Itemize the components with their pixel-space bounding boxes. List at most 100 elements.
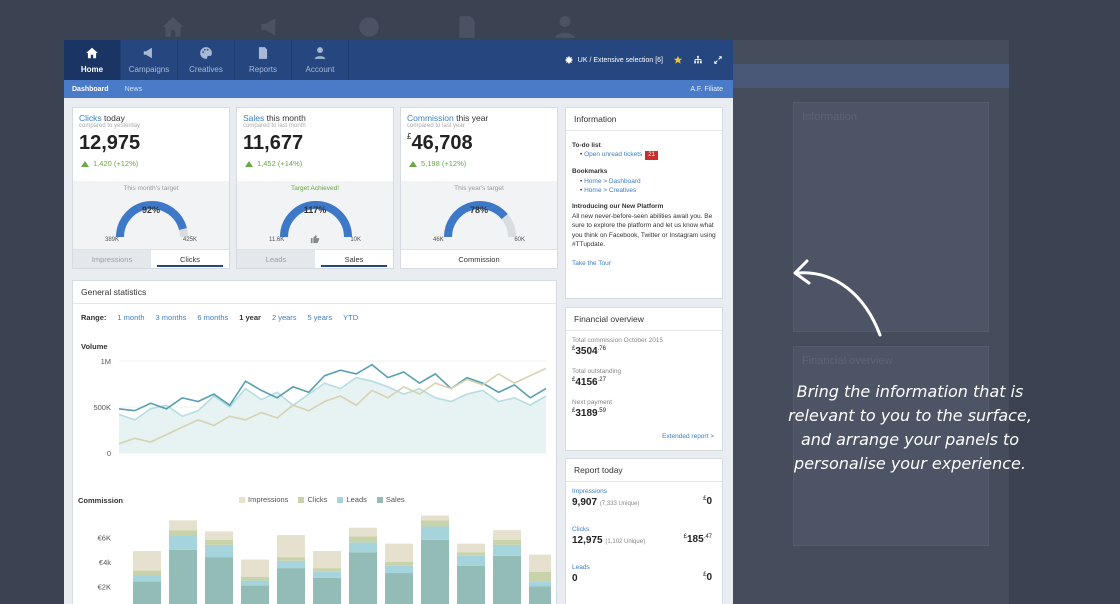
todo-heading: To-do list [572,142,601,149]
legend-sales[interactable]: Sales [376,495,405,504]
kpi-tab-commission[interactable]: Commission [401,249,557,268]
report-row: Leads 0 £0 [566,558,722,596]
range-ytd[interactable]: YTD [343,313,359,322]
bar-segment [529,581,551,587]
bar-segment [457,555,485,566]
kpi-tab-sales[interactable]: Sales [315,249,393,268]
report-label[interactable]: Impressions [572,488,608,495]
nav-campaigns[interactable]: Campaigns [121,40,178,80]
palette-icon [200,47,212,59]
kpi-gauge-area: This year's target 78% 46K 60K [401,181,557,251]
legend-impressions[interactable]: Impressions [239,495,288,504]
bookmark-link[interactable]: Home > Creatives [580,186,716,195]
nav-tools: UK / Extensive selection [6] [564,40,723,80]
kpi-tabs: Commission [401,249,557,268]
report-label[interactable]: Leads [572,564,590,571]
series-line [118,376,547,421]
extended-report-link[interactable]: Extended report > [662,433,714,440]
bar-segment [277,535,305,558]
take-tour-link[interactable]: Take the Tour [572,260,611,268]
range-1-year[interactable]: 1 year [239,313,261,322]
kpi-change: 5,198 (+12%) [401,155,557,168]
bar-segment [529,554,551,572]
kpi-gauge-max: 10K [350,237,361,243]
bar-segment [169,549,197,604]
kpi-gauge [280,201,352,238]
bar-segment [529,586,551,604]
gear-icon [565,56,573,64]
bar-segment [493,530,521,540]
bar-segment [349,542,377,553]
y-tick-label: 1M [101,357,111,366]
nav-reports[interactable]: Reports [235,40,292,80]
fin-value: £4156.27 [572,377,606,388]
legend-leads[interactable]: Leads [337,495,367,504]
kpi-gauge-min: 11.6K [269,237,285,243]
bar-segment [205,531,233,540]
fin-value: £3504.76 [572,346,606,357]
range-2-years[interactable]: 2 years [271,313,297,322]
kpi-sales-panel: Sales this month compared to last month … [236,107,394,269]
bar-segment [205,557,233,604]
bar-segment [421,520,449,527]
bar-segment [241,585,269,604]
bar-segment [133,581,161,604]
kpi-title: Sales this month [243,113,306,123]
kpi-tab-impressions[interactable]: Impressions [73,249,151,268]
user-name[interactable]: A.F. Filiate [690,85,723,93]
y-tick-label: €2K [98,583,111,592]
report-value: 12,975 (1,102 Unique) [572,535,646,546]
report-label[interactable]: Clicks [572,526,590,533]
expand-icon[interactable] [713,55,723,65]
range-6-months[interactable]: 6 months [197,313,229,322]
thumbs-up-icon [310,234,320,244]
volume-label: Volume [81,342,108,351]
nav-home[interactable]: Home [64,40,121,80]
bar-segment [241,576,269,581]
subnav-dashboard[interactable]: Dashboard [72,85,109,93]
bookmark-link[interactable]: Home > Dashboard [580,177,716,186]
range-1-month[interactable]: 1 month [117,313,145,322]
bar-segment [457,552,485,556]
selection-dropdown[interactable]: UK / Extensive selection [6] [564,55,663,65]
bar-segment [277,568,305,604]
bar-segment [349,536,377,543]
bar-segment [493,544,521,556]
sitemap-icon[interactable] [693,55,703,65]
legend-clicks[interactable]: Clicks [298,495,327,504]
range-5-years[interactable]: 5 years [307,313,333,322]
bar-segment [169,530,197,536]
kpi-change: 1,420 (+12%) [73,155,229,168]
kpi-tab-clicks[interactable]: Clicks [151,249,229,268]
bar-segment [133,550,161,571]
kpi-subtitle: compared to yesterday [79,123,141,129]
bar-segment [241,559,269,577]
bar-segment [385,565,413,574]
star-icon[interactable] [673,55,683,65]
range-3-months[interactable]: 3 months [155,313,187,322]
subnav-news[interactable]: News [124,85,143,93]
kpi-tab-leads[interactable]: Leads [237,249,315,268]
up-arrow-icon [245,160,253,167]
bar-segment [385,562,413,566]
nav-creatives[interactable]: Creatives [178,40,235,80]
chart-legend: Impressions Clicks Leads Sales [239,495,405,504]
kpi-tabs: Impressions Clicks [73,249,229,268]
fin-value: £3189.59 [572,408,606,419]
kpi-gauge-min: 389K [105,237,120,243]
panel-title: Financial overview [566,308,722,331]
nav-account[interactable]: Account [292,40,349,80]
bar-segment [349,552,377,604]
general-statistics-panel: General statistics Range: 1 month 3 mont… [72,280,557,604]
top-navigation: Home Campaigns Creatives Reports Account… [64,40,733,80]
fin-label: Total commission October 2015 [572,337,664,344]
kpi-value: 11,677 [243,132,304,154]
dashboard-app: Home Campaigns Creatives Reports Account… [64,40,733,604]
commission-chart: €6K €4k €2K [98,515,551,604]
promo-text: Bring the information that is relevant t… [788,382,1032,473]
y-tick-label: 0 [107,449,111,458]
background-nav-ghost [160,14,578,40]
report-amount: £185.47 [683,534,712,545]
